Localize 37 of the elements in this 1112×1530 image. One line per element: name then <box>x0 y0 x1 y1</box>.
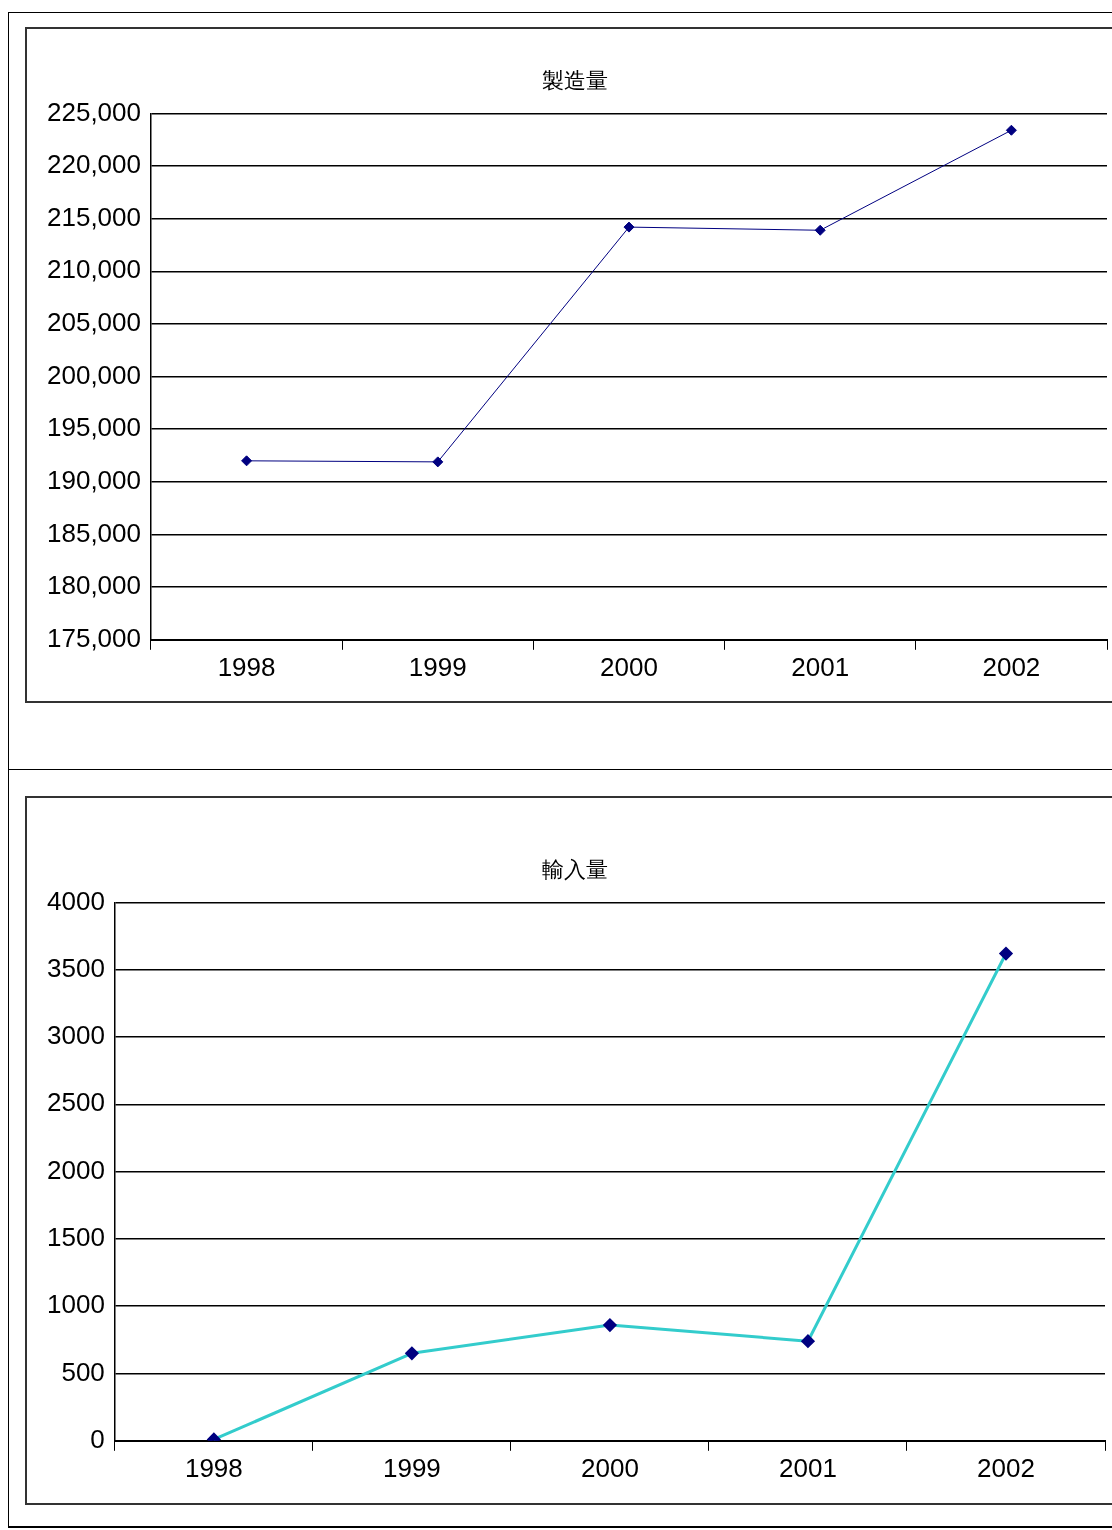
y-tick-label: 215,000 <box>47 201 141 232</box>
chart-title: 輸入量 <box>542 856 608 882</box>
y-tick-label: 1000 <box>47 1289 105 1320</box>
x-tick-label: 2002 <box>982 651 1041 682</box>
y-tick-label: 4000 <box>47 885 105 916</box>
y-tick-label: 3000 <box>47 1020 105 1051</box>
x-tick-label: 2002 <box>977 1452 1035 1483</box>
point <box>1005 124 1017 136</box>
x-tick-label: 1998 <box>184 1452 243 1483</box>
y-tick-label: 2000 <box>47 1154 105 1185</box>
y-tick-label: 205,000 <box>47 307 141 338</box>
x-tick-label: 1999 <box>382 1452 441 1483</box>
y-tick-label: 0 <box>90 1423 105 1454</box>
y-tick-label: 185,000 <box>47 517 141 548</box>
y-tick-label: 1500 <box>47 1222 105 1253</box>
y-tick-label: 210,000 <box>47 254 141 285</box>
y-tick-label: 180,000 <box>47 570 141 601</box>
x-tick-label: 1999 <box>408 651 467 682</box>
y-tick-label: 500 <box>61 1356 105 1387</box>
y-tick-label: 200,000 <box>47 359 141 390</box>
chart-title: 製造量 <box>542 67 608 93</box>
point <box>814 224 826 236</box>
y-tick-label: 220,000 <box>47 149 141 180</box>
y-tick-label: 3500 <box>47 952 105 983</box>
y-tick-label: 2500 <box>47 1087 105 1118</box>
x-tick-label: 2000 <box>581 1452 639 1483</box>
point <box>432 456 444 468</box>
point <box>241 455 253 467</box>
x-tick-label: 1998 <box>217 651 276 682</box>
point <box>623 221 635 233</box>
x-tick-label: 2000 <box>600 651 658 682</box>
y-tick-label: 195,000 <box>47 412 141 443</box>
y-tick-label: 190,000 <box>47 465 141 496</box>
y-tick-label: 225,000 <box>47 96 141 127</box>
x-tick-label: 2001 <box>779 1452 837 1483</box>
y-tick-label: 175,000 <box>47 622 141 653</box>
x-tick-label: 2001 <box>791 651 850 682</box>
